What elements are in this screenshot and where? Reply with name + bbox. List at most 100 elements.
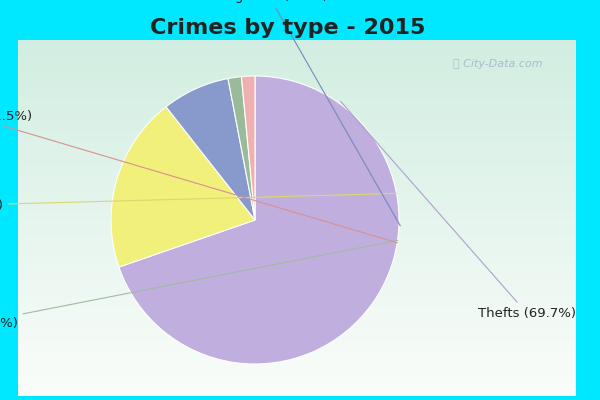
Bar [18,100,576,102]
Wedge shape [228,77,255,220]
Bar [18,321,576,323]
Bar [18,81,576,83]
Bar [18,113,576,115]
Bar [18,241,576,243]
Bar [18,202,576,204]
Bar [18,197,576,198]
Bar [18,84,576,86]
Bar [18,284,576,286]
Bar [18,45,576,47]
Bar [18,302,576,304]
Bar [18,291,576,293]
Bar [18,378,576,380]
Text: Burglaries (7.6%): Burglaries (7.6%) [212,0,400,226]
Bar [18,296,576,298]
Bar [18,227,576,229]
Bar [18,341,576,342]
Bar [18,252,576,254]
Bar [18,368,576,369]
Bar [18,243,576,245]
Bar [18,174,576,175]
Text: Auto thefts (1.5%): Auto thefts (1.5%) [0,110,397,243]
Bar [18,168,576,170]
Bar [18,270,576,271]
Bar [18,186,576,188]
Bar [18,54,576,56]
Bar [18,366,576,368]
Bar [18,246,576,248]
Bar [18,102,576,104]
Bar [18,328,576,330]
Bar [18,218,576,220]
Bar [18,394,576,396]
Text: Crimes by type - 2015: Crimes by type - 2015 [151,18,425,38]
Bar [18,254,576,255]
Bar [18,206,576,207]
Bar [18,288,576,289]
Bar [18,318,576,320]
Bar [18,257,576,259]
Bar [18,371,576,373]
Bar [18,278,576,280]
Bar [18,300,576,302]
Bar [18,90,576,92]
Bar [18,214,576,216]
Bar [18,238,576,239]
Bar [18,67,576,68]
Bar [18,76,576,77]
Bar [18,304,576,305]
Bar [18,104,576,106]
Bar [18,136,576,138]
Bar [18,387,576,389]
Bar [18,65,576,67]
Bar [18,213,576,214]
Bar [18,172,576,174]
Bar [18,154,576,156]
Bar [18,152,576,154]
Bar [18,74,576,76]
Bar [18,286,576,288]
Bar [18,364,576,366]
Bar [18,159,576,161]
Bar [18,389,576,391]
Text: Thefts (69.7%): Thefts (69.7%) [341,102,576,320]
Wedge shape [111,107,255,267]
Bar [18,124,576,126]
Bar [18,262,576,264]
Bar [18,280,576,282]
Bar [18,382,576,384]
Bar [18,357,576,359]
Bar [18,350,576,352]
Bar [18,181,576,182]
Bar [18,273,576,275]
Bar [18,120,576,122]
Bar [18,110,576,111]
Bar [18,148,576,150]
Bar [18,248,576,250]
Bar [18,307,576,309]
Bar [18,332,576,334]
Bar [18,92,576,94]
Bar [18,99,576,100]
Bar [18,209,576,211]
Bar [18,236,576,238]
Bar [18,352,576,353]
Bar [18,127,576,129]
Bar [18,170,576,172]
Bar [18,177,576,179]
Bar [18,225,576,227]
Bar [18,195,576,197]
Bar [18,310,576,312]
Bar [18,138,576,140]
Bar [18,211,576,213]
Bar [18,314,576,316]
Bar [18,131,576,132]
Bar [18,161,576,163]
Bar [18,140,576,142]
Text: Rapes (1.5%): Rapes (1.5%) [0,240,398,330]
Bar [18,261,576,262]
Wedge shape [241,76,255,220]
Bar [18,325,576,326]
Bar [18,232,576,234]
Bar [18,375,576,376]
